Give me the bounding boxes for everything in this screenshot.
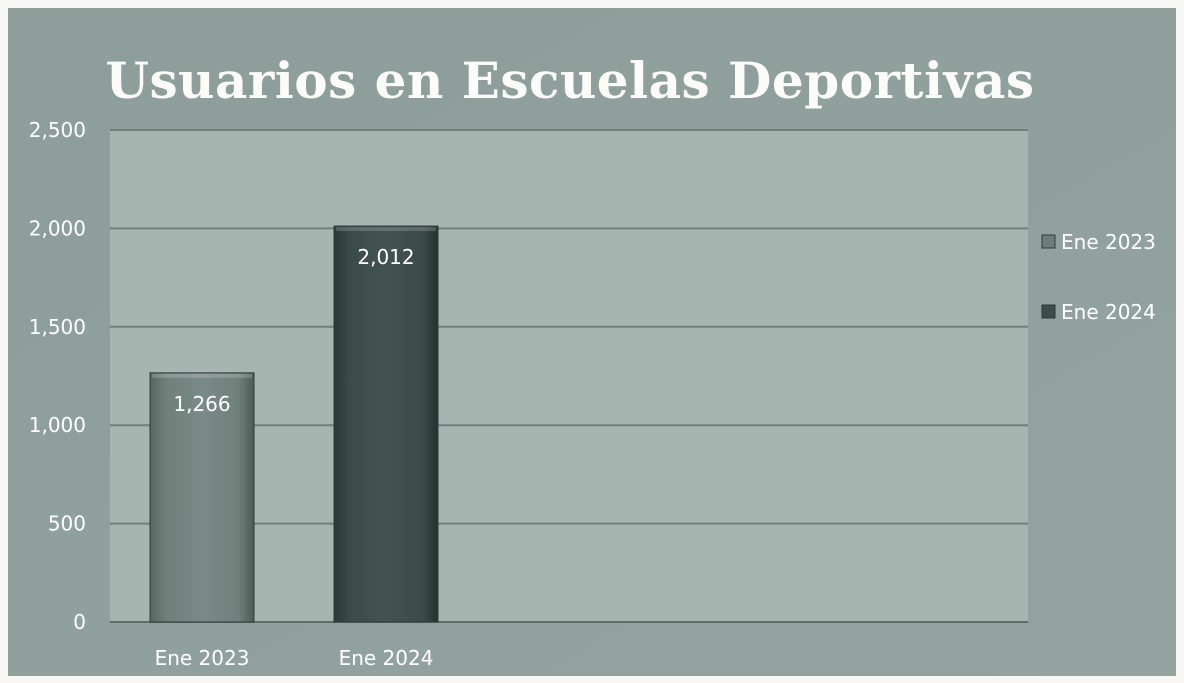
gridlines	[110, 129, 1028, 623]
bar-ene-2024	[333, 225, 439, 623]
x-tick-label: Ene 2024	[339, 646, 434, 670]
legend: Ene 2023 Ene 2024	[1041, 230, 1156, 324]
bars: 1,266 2,012	[149, 225, 439, 623]
x-tick-label: Ene 2023	[155, 646, 250, 670]
bar-ene-2023	[149, 372, 255, 623]
legend-swatch	[1041, 234, 1056, 249]
y-tick-label: 0	[73, 610, 86, 634]
bar-highlight	[152, 373, 252, 378]
legend-swatch	[1041, 304, 1056, 319]
data-label: 1,266	[173, 392, 230, 416]
data-label: 2,012	[357, 245, 414, 269]
legend-label: Ene 2024	[1061, 300, 1156, 324]
y-axis-ticks: 0 500 1,000 1,500 2,000 2,500	[29, 118, 86, 634]
legend-label: Ene 2023	[1061, 230, 1156, 254]
y-tick-label: 2,500	[29, 118, 86, 142]
y-tick-label: 2,000	[29, 216, 86, 240]
plot-area	[110, 130, 1028, 622]
y-tick-label: 1,500	[29, 315, 86, 339]
chart-title: Usuarios en Escuelas Deportivas	[105, 51, 1034, 110]
y-tick-label: 1,000	[29, 413, 86, 437]
bar-highlight	[336, 227, 436, 232]
y-tick-label: 500	[48, 512, 86, 536]
x-axis-ticks: Ene 2023 Ene 2024	[155, 646, 434, 670]
